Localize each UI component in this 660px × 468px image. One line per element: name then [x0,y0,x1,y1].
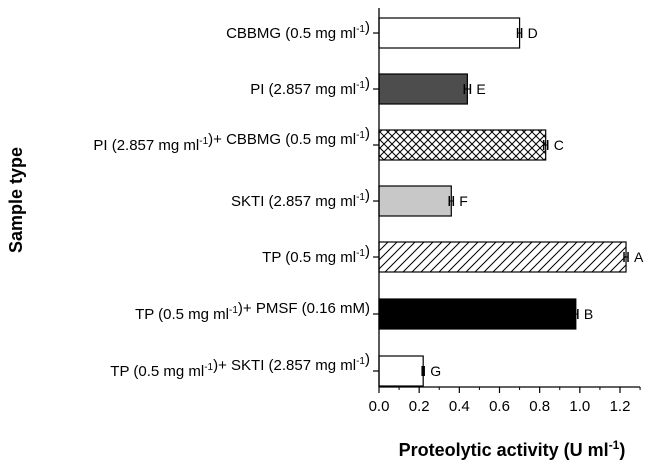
significance-letter: C [554,137,564,153]
bar [378,17,521,49]
bar [378,241,627,273]
significance-letter: B [584,306,593,322]
significance-letter: A [634,249,644,265]
x-tick-label: 1.2 [610,398,631,415]
category-labels: CBBMG (0.5 mg ml-1) PI (2.857 mg ml-1) PI … [93,19,370,380]
category-label: TP (0.5 mg ml-1) [262,243,370,266]
category-label: TP (0.5 mg ml-1)+ SKTI (2.857 mg ml-1) [110,351,370,380]
x-axis-title: Proteolytic activity (U ml-1) [399,438,626,460]
x-tick-label: 0.4 [449,398,470,415]
y-axis-title: Sample type [6,147,26,253]
significance-letter: D [528,25,538,41]
x-axis: 0.0 0.2 0.4 0.6 0.8 1.0 1.2 [369,8,641,415]
category-label: SKTI (2.857 mg ml-1) [231,187,370,210]
bar [378,355,424,387]
category-label: PI (2.857 mg ml-1)+ CBBMG (0.5 mg ml-1) [93,125,370,154]
x-tick-label: 0.0 [369,398,390,415]
bars-layer: D E C F A B G [378,17,644,387]
category-label: PI (2.857 mg ml-1) [250,75,370,98]
bar [378,185,452,217]
x-tick-label: 1.0 [569,398,590,415]
category-label: CBBMG (0.5 mg ml-1) [226,19,370,42]
significance-letter: G [430,363,441,379]
x-tick-label: 0.8 [529,398,550,415]
bar [378,129,547,161]
bar [378,73,468,105]
category-label: TP (0.5 mg ml-1)+ PMSF (0.16 mM) [135,300,370,323]
significance-letter: E [476,81,485,97]
x-tick-label: 0.6 [489,398,510,415]
bar [378,298,577,330]
x-tick-label: 0.2 [409,398,430,415]
significance-letter: F [459,193,468,209]
